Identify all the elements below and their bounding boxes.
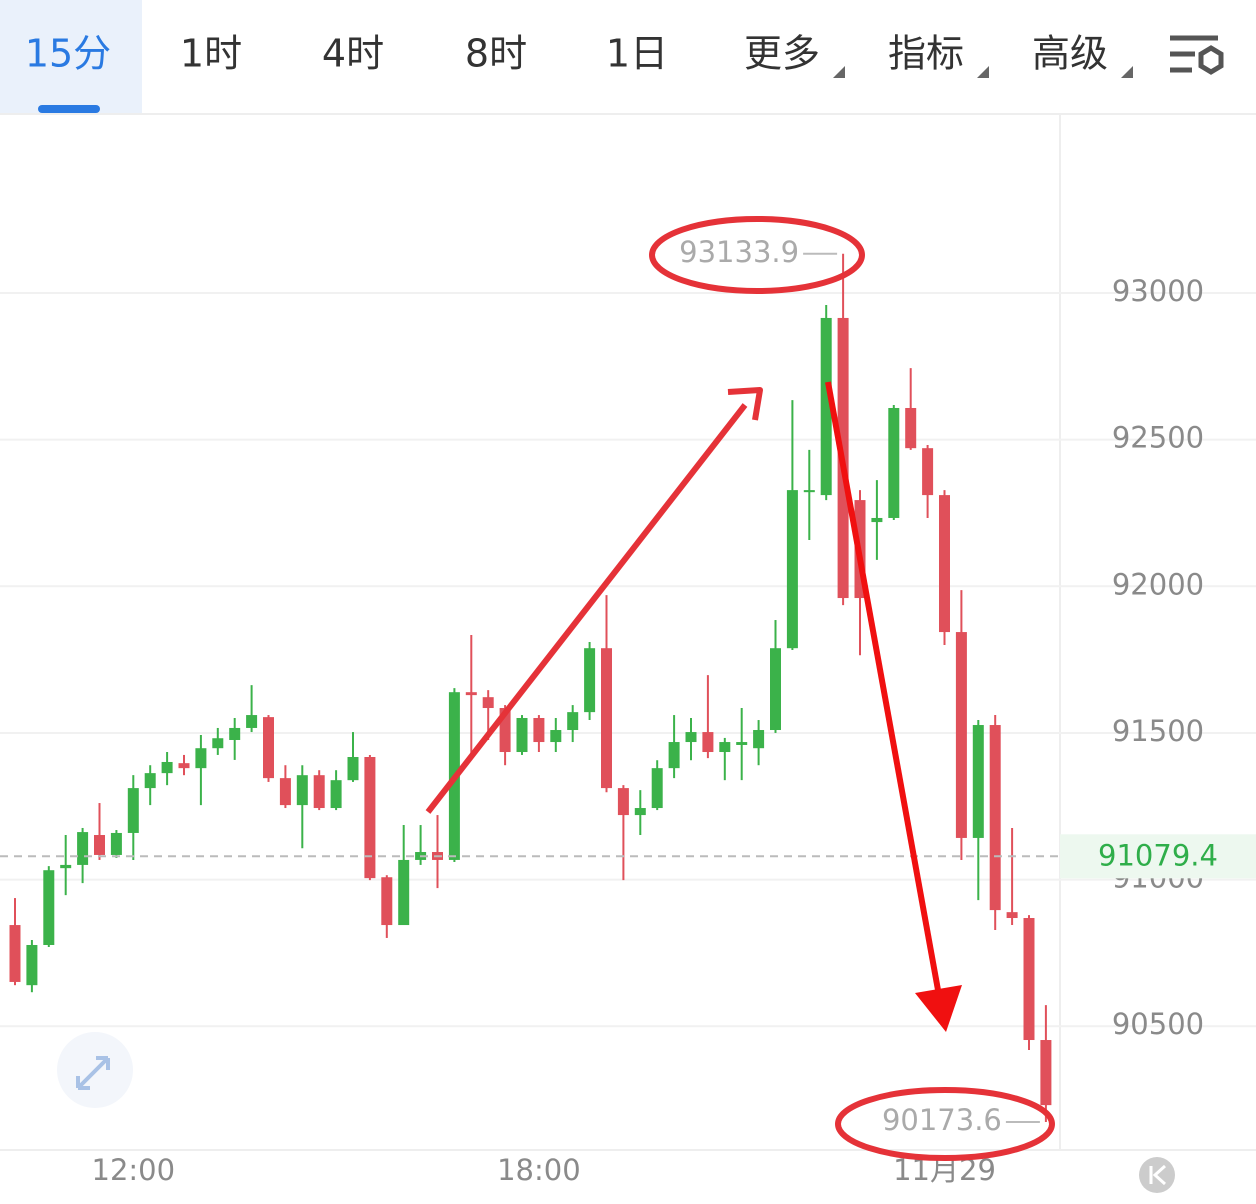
tab[interactable]: 更多 xyxy=(744,32,820,76)
candle-body xyxy=(922,448,934,496)
candle-body xyxy=(144,773,156,789)
last-price-label: 91079.4 xyxy=(1098,838,1218,872)
y-tick-label: 90500 xyxy=(1112,1007,1204,1041)
candle-body xyxy=(43,870,55,945)
candle-body xyxy=(651,768,663,809)
tab[interactable]: 4时 xyxy=(322,32,384,76)
x-tick-label: 18:00 xyxy=(497,1153,581,1187)
candle-body xyxy=(939,495,950,633)
candle-body xyxy=(634,808,646,816)
candle-body xyxy=(770,648,781,731)
annotations xyxy=(425,216,1055,1161)
y-tick-label: 91500 xyxy=(1112,714,1204,748)
tab[interactable]: 8时 xyxy=(465,32,527,76)
candle-body xyxy=(905,407,917,449)
settings-icon[interactable] xyxy=(1170,35,1224,75)
candle-body xyxy=(702,732,714,753)
candle-body xyxy=(246,715,258,728)
candle-body xyxy=(330,780,342,809)
y-tick-label: 92000 xyxy=(1112,567,1204,601)
candle-body xyxy=(601,648,612,789)
tab[interactable]: 1日 xyxy=(606,32,668,76)
candle-body xyxy=(279,778,291,806)
candle-body xyxy=(1023,918,1035,1041)
candle-body xyxy=(584,648,596,713)
candle-body xyxy=(1040,1040,1052,1106)
expand-button[interactable] xyxy=(57,1032,133,1108)
candle-body xyxy=(94,835,105,855)
tab[interactable]: 指标 xyxy=(888,32,964,76)
candle-body xyxy=(550,730,562,743)
candle-body xyxy=(567,712,579,731)
plot: 90500910009150092000925009300012:0018:00… xyxy=(0,235,1256,1187)
candle-body xyxy=(617,788,629,816)
candle-body xyxy=(888,407,900,518)
dropdown-caret xyxy=(833,66,845,78)
extreme-label: 90173.6 xyxy=(882,1103,1002,1137)
candle-body xyxy=(955,632,967,838)
candle-body xyxy=(127,788,139,833)
candle-body xyxy=(26,944,38,986)
tab[interactable]: 1时 xyxy=(180,32,242,76)
extreme-label: 93133.9 xyxy=(679,235,799,269)
candle-body xyxy=(195,748,207,769)
candle-body xyxy=(803,490,815,493)
candle-body xyxy=(9,925,21,982)
candle-body xyxy=(263,717,274,779)
candle-body xyxy=(533,717,545,743)
candle-body xyxy=(786,490,798,649)
candle-body xyxy=(398,859,410,926)
candle-body xyxy=(668,742,680,769)
candle-body xyxy=(685,732,697,743)
dropdown-caret xyxy=(977,66,989,78)
candle-body xyxy=(1006,912,1018,919)
candle-body xyxy=(381,877,393,926)
candle-body xyxy=(161,761,173,774)
candle-body xyxy=(313,775,325,809)
candle-body xyxy=(516,717,528,753)
candle-body xyxy=(178,763,190,769)
candle-body xyxy=(989,725,1001,911)
y-tick-label: 93000 xyxy=(1112,274,1204,308)
candle-body xyxy=(110,832,122,855)
candle-body xyxy=(347,756,359,781)
candle-body xyxy=(229,727,241,740)
candle-body xyxy=(77,832,89,865)
candle-body xyxy=(482,697,494,709)
scroll-button[interactable] xyxy=(1139,1157,1175,1193)
candle-body xyxy=(499,708,511,753)
x-tick-label: 12:00 xyxy=(92,1153,176,1187)
y-tick-label: 92500 xyxy=(1112,421,1204,455)
candle-body xyxy=(364,756,376,879)
tab[interactable]: 高级 xyxy=(1032,32,1108,76)
candle-body xyxy=(972,725,984,838)
candle-body xyxy=(60,864,72,869)
candle-body xyxy=(719,742,731,753)
dropdown-caret xyxy=(1121,66,1133,78)
active-tab-indicator xyxy=(38,105,100,113)
candle-body xyxy=(296,775,308,806)
candle-body xyxy=(465,692,477,696)
tab[interactable]: 15分 xyxy=(25,32,111,76)
candle-body xyxy=(212,738,224,749)
active-tab-bg xyxy=(0,0,142,113)
last-price-box xyxy=(1060,834,1256,879)
candle-body xyxy=(753,730,765,749)
candle-body xyxy=(736,742,748,745)
candle-body xyxy=(871,517,883,523)
candle-body xyxy=(820,317,832,496)
